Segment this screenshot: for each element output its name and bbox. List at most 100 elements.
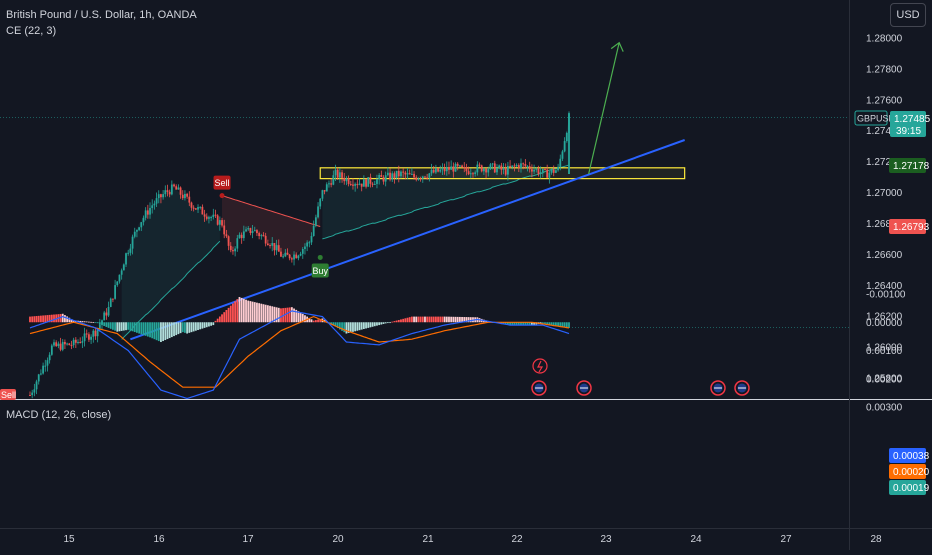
candle-body[interactable] [408, 173, 411, 175]
macd-histogram-bar[interactable] [450, 316, 453, 323]
candle-body[interactable] [212, 214, 215, 218]
macd-histogram-bar[interactable] [557, 322, 559, 327]
macd-histogram-bar[interactable] [122, 322, 125, 331]
candle-body[interactable] [35, 381, 38, 390]
macd-histogram-bar[interactable] [208, 322, 210, 327]
macd-histogram-bar[interactable] [371, 322, 374, 327]
macd-line[interactable] [29, 310, 570, 400]
macd-histogram-bar[interactable] [275, 307, 278, 323]
candle-body[interactable] [478, 164, 481, 166]
macd-histogram-bar[interactable] [452, 316, 455, 323]
macd-histogram-bar[interactable] [35, 316, 38, 323]
macd-histogram-bar[interactable] [544, 322, 546, 324]
candle-body[interactable] [138, 227, 141, 230]
macd-histogram-bar[interactable] [336, 322, 339, 329]
candle-body[interactable] [389, 172, 391, 180]
candle-body[interactable] [88, 334, 90, 340]
sell-signal-label[interactable] [0, 389, 16, 400]
candle-body[interactable] [463, 167, 466, 169]
candle-body[interactable] [90, 336, 93, 340]
candle-body[interactable] [367, 177, 370, 187]
candle-body[interactable] [441, 167, 444, 170]
candle-body[interactable] [565, 132, 568, 142]
candle-body[interactable] [238, 234, 241, 239]
candle-body[interactable] [458, 165, 461, 167]
macd-histogram-bar[interactable] [343, 322, 346, 333]
candle-body[interactable] [380, 174, 383, 178]
macd-histogram-bar[interactable] [504, 322, 507, 325]
macd-histogram-bar[interactable] [70, 319, 73, 323]
macd-histogram-bar[interactable] [72, 320, 75, 323]
candle-body[interactable] [249, 228, 252, 234]
macd-histogram-bar[interactable] [247, 300, 250, 323]
candle-body[interactable] [332, 175, 335, 185]
macd-histogram-bar[interactable] [421, 316, 424, 323]
buy-signal-label[interactable] [311, 263, 329, 278]
macd-histogram-bar[interactable] [64, 315, 66, 323]
candle-body[interactable] [493, 163, 496, 173]
symbol-title[interactable]: British Pound / U.S. Dollar, 1h, OANDA [6, 9, 197, 21]
candle-body[interactable] [550, 169, 553, 173]
candle-body[interactable] [491, 163, 494, 165]
macd-histogram-bar[interactable] [386, 322, 389, 324]
macd-histogram-bar[interactable] [559, 322, 562, 327]
macd-histogram-bar[interactable] [131, 322, 134, 332]
candle-body[interactable] [264, 235, 267, 244]
macd-histogram-bar[interactable] [260, 303, 263, 323]
macd-histogram-bar[interactable] [319, 319, 322, 323]
ce-long-stop-badge[interactable] [889, 158, 926, 173]
macd-histogram-bar[interactable] [467, 317, 470, 323]
macd-histogram-bar[interactable] [404, 318, 407, 323]
candle-body[interactable] [304, 246, 306, 249]
candle-body[interactable] [356, 184, 359, 186]
macd-histogram-bar[interactable] [184, 322, 186, 333]
macd-histogram-bar[interactable] [280, 308, 282, 323]
candle-body[interactable] [448, 167, 450, 170]
candle-body[interactable] [474, 172, 477, 174]
candle-body[interactable] [531, 169, 533, 172]
macd-histogram-bar[interactable] [103, 322, 106, 327]
candle-body[interactable] [216, 215, 219, 225]
macd-histogram-bar[interactable] [31, 316, 34, 323]
signal-line[interactable] [29, 315, 570, 388]
macd-histogram-bar[interactable] [293, 308, 295, 323]
candle-body[interactable] [476, 164, 479, 173]
macd-histogram-bar[interactable] [48, 314, 51, 323]
macd-histogram-bar[interactable] [301, 313, 304, 323]
macd-histogram-bar[interactable] [389, 322, 391, 324]
candle-body[interactable] [465, 167, 468, 172]
macd-histogram-bar[interactable] [568, 322, 570, 328]
macd-histogram-bar[interactable] [125, 322, 127, 331]
macd-histogram-bar[interactable] [286, 307, 289, 323]
macd-histogram-bar[interactable] [92, 322, 95, 323]
candle-body[interactable] [301, 248, 304, 254]
candle-body[interactable] [271, 242, 274, 246]
candle-body[interactable] [133, 231, 136, 237]
ce-long-stop-line[interactable] [121, 240, 221, 340]
candle-body[interactable] [68, 343, 71, 346]
candle-body[interactable] [382, 177, 385, 182]
macd-histogram-bar[interactable] [162, 322, 165, 342]
candle-body[interactable] [157, 194, 160, 199]
macd-histogram-bar[interactable] [563, 322, 566, 328]
candle-body[interactable] [129, 248, 132, 253]
macd-histogram-bar[interactable] [236, 299, 239, 323]
candle-body[interactable] [122, 264, 125, 271]
macd-histogram-bar[interactable] [179, 322, 182, 334]
macd-histogram-bar[interactable] [197, 322, 199, 331]
candle-body[interactable] [140, 222, 143, 228]
candle-body[interactable] [413, 173, 415, 178]
candle-body[interactable] [312, 225, 315, 237]
macd-histogram-bar[interactable] [168, 322, 171, 339]
candle-body[interactable] [155, 198, 158, 204]
macd-histogram-bar[interactable] [454, 316, 457, 323]
candle-body[interactable] [360, 183, 363, 187]
candle-body[interactable] [109, 298, 112, 307]
candle-body[interactable] [116, 281, 119, 286]
macd-histogram-bar[interactable] [234, 301, 237, 323]
candle-body[interactable] [184, 193, 186, 199]
macd-histogram-bar[interactable] [314, 320, 317, 323]
candle-body[interactable] [181, 194, 184, 199]
macd-histogram-bar[interactable] [358, 322, 361, 331]
candle-body[interactable] [345, 178, 348, 182]
